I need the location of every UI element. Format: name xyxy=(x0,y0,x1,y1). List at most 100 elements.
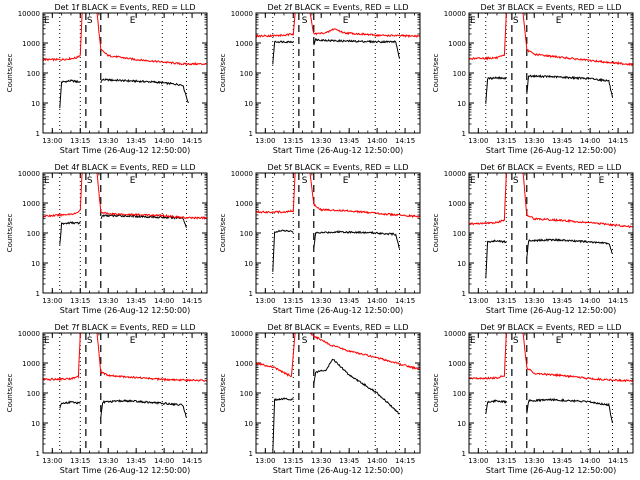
x-tick-label: 14:15 xyxy=(182,137,202,145)
x-tick-label: 14:15 xyxy=(182,457,202,465)
y-axis-label: Counts/sec xyxy=(432,214,440,253)
y-tick-label: 10 xyxy=(31,100,40,108)
marker-label-e: E xyxy=(556,16,562,26)
y-tick-label: 10 xyxy=(244,100,253,108)
y-tick-label: 100 xyxy=(27,230,40,238)
panel-title: Det 3f BLACK = Events, RED = LLD xyxy=(480,3,621,12)
y-tick-label: 1 xyxy=(36,290,40,298)
panel-det-2f: Det 2f BLACK = Events, RED = LLD Counts/s… xyxy=(219,3,421,155)
marker-label-e: E xyxy=(44,176,50,186)
x-tick-label: 14:15 xyxy=(608,137,628,145)
series-group xyxy=(43,13,207,109)
x-tick-label: 13:00 xyxy=(255,137,275,145)
series-line-lld xyxy=(256,333,420,378)
series-line-events xyxy=(59,221,81,245)
x-tick-label: 13:15 xyxy=(70,457,90,465)
series-line-events xyxy=(485,239,507,279)
y-tick-label: 1 xyxy=(36,450,40,458)
y-tick-label: 10000 xyxy=(231,170,253,178)
x-tick-label: 13:15 xyxy=(496,297,516,305)
y-tick-label: 100 xyxy=(453,230,466,238)
x-tick-label: 14:15 xyxy=(395,137,415,145)
y-tick-label: 100 xyxy=(240,70,253,78)
marker-label-s: S xyxy=(302,336,308,346)
series-line-events xyxy=(59,400,81,409)
y-tick-label: 10000 xyxy=(231,10,253,18)
marker-label-e: E xyxy=(599,176,605,186)
panel-title: Det 9f BLACK = Events, RED = LLD xyxy=(480,323,621,332)
series-line-events xyxy=(526,237,613,258)
series-line-events xyxy=(272,40,294,65)
y-tick-label: 10000 xyxy=(18,10,40,18)
x-tick-label: 13:30 xyxy=(524,137,544,145)
series-group xyxy=(43,173,207,245)
x-tick-label: 14:00 xyxy=(154,457,174,465)
panel-det-9f: Det 9f BLACK = Events, RED = LLD Counts/s… xyxy=(432,323,634,475)
y-tick-label: 1 xyxy=(462,450,466,458)
x-tick-label: 14:15 xyxy=(608,297,628,305)
y-tick-label: 1 xyxy=(249,130,253,138)
y-tick-label: 10 xyxy=(457,420,466,428)
marker-label-e: E xyxy=(470,16,476,26)
plot-frame xyxy=(42,12,208,134)
x-axis-label: Start Time (26-Aug-12 12:50:00) xyxy=(273,306,404,315)
y-tick-label: 1 xyxy=(249,290,253,298)
y-tick-label: 1 xyxy=(462,130,466,138)
marker-label-e: E xyxy=(470,176,476,186)
x-axis-label: Start Time (26-Aug-12 12:50:00) xyxy=(60,146,191,155)
y-tick-label: 1 xyxy=(36,130,40,138)
series-line-lld xyxy=(43,333,207,382)
x-tick-label: 13:30 xyxy=(311,457,331,465)
x-tick-label: 13:15 xyxy=(283,457,303,465)
y-axis-label: Counts/sec xyxy=(432,54,440,93)
x-tick-label: 14:00 xyxy=(367,297,387,305)
series-line-events xyxy=(313,358,400,415)
x-tick-label: 14:15 xyxy=(395,457,415,465)
marker-label-s: S xyxy=(513,16,519,26)
y-tick-label: 100 xyxy=(453,390,466,398)
y-tick-label: 10 xyxy=(31,260,40,268)
x-tick-label: 13:45 xyxy=(339,137,359,145)
series-line-events xyxy=(100,213,187,228)
y-axis-label: Counts/sec xyxy=(432,374,440,413)
plot-frame xyxy=(42,332,208,454)
series-line-events xyxy=(59,79,81,109)
x-tick-label: 14:00 xyxy=(154,137,174,145)
marker-label-s: S xyxy=(302,176,308,186)
x-tick-label: 13:30 xyxy=(98,457,118,465)
series-line-events xyxy=(272,397,294,453)
plot-frame xyxy=(468,172,634,294)
x-tick-label: 14:00 xyxy=(367,457,387,465)
y-tick-label: 10 xyxy=(244,260,253,268)
plot-frame xyxy=(255,12,421,134)
panel-det-6f: Det 6f BLACK = Events, RED = LLD Counts/s… xyxy=(432,163,634,315)
y-tick-label: 10 xyxy=(457,260,466,268)
x-tick-label: 14:00 xyxy=(367,137,387,145)
x-tick-label: 13:45 xyxy=(339,457,359,465)
y-axis-label: Counts/sec xyxy=(219,374,227,413)
y-tick-label: 100 xyxy=(240,230,253,238)
series-group xyxy=(256,333,420,453)
series-line-events xyxy=(100,399,187,419)
x-tick-label: 13:00 xyxy=(255,457,275,465)
series-line-events xyxy=(485,399,507,414)
x-tick-label: 13:45 xyxy=(126,457,146,465)
y-tick-label: 1000 xyxy=(22,40,40,48)
y-tick-label: 10 xyxy=(244,420,253,428)
x-tick-label: 13:00 xyxy=(42,457,62,465)
x-tick-label: 13:30 xyxy=(98,297,118,305)
y-tick-label: 10000 xyxy=(444,170,466,178)
x-axis-label: Start Time (26-Aug-12 12:50:00) xyxy=(60,306,191,315)
x-tick-label: 13:15 xyxy=(496,137,516,145)
x-tick-label: 13:45 xyxy=(126,137,146,145)
marker-label-s: S xyxy=(87,176,93,186)
x-axis-label: Start Time (26-Aug-12 12:50:00) xyxy=(486,466,617,475)
y-tick-label: 1000 xyxy=(22,360,40,368)
panel-det-5f: Det 5f BLACK = Events, RED = LLD Counts/s… xyxy=(219,163,421,315)
marker-label-s: S xyxy=(87,16,93,26)
x-tick-label: 13:00 xyxy=(468,137,488,145)
panel-det-3f: Det 3f BLACK = Events, RED = LLD Counts/s… xyxy=(432,3,634,155)
series-line-events xyxy=(100,78,189,104)
plot-frame xyxy=(468,12,634,134)
